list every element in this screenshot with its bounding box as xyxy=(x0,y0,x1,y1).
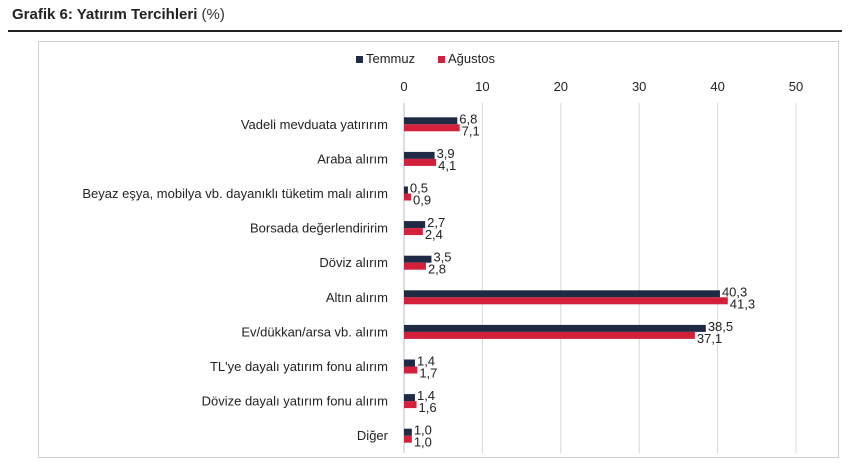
data-label: 1,0 xyxy=(414,423,432,438)
bar-temmuz xyxy=(404,151,435,159)
chart-title: Grafik 6: Yatırım Tercihleri (%) xyxy=(12,6,225,23)
category-label: Döviz alırım xyxy=(319,255,388,270)
bar-ağustos xyxy=(404,401,417,409)
category-label: Altın alırım xyxy=(326,290,388,305)
legend-swatch xyxy=(356,56,363,63)
chart-title-main: Grafik 6: Yatırım Tercihleri xyxy=(12,6,198,23)
bar-ağustos xyxy=(404,262,426,270)
bar-ağustos xyxy=(404,193,412,201)
data-label: 3,9 xyxy=(437,146,455,161)
data-label: 1,4 xyxy=(417,354,435,369)
data-label: 1,0 xyxy=(414,435,432,450)
bar-ağustos xyxy=(404,124,460,132)
bar-temmuz xyxy=(404,394,415,402)
data-label: 0,5 xyxy=(410,181,428,196)
x-tick-label: 20 xyxy=(554,79,568,94)
category-label: TL'ye dayalı yatırım fonu alırım xyxy=(210,359,388,374)
bar-temmuz xyxy=(404,255,432,263)
category-label: Vadeli mevduata yatırırım xyxy=(241,117,388,132)
bar-temmuz xyxy=(404,221,426,229)
data-label: 1,4 xyxy=(417,388,435,403)
data-label: 40,3 xyxy=(722,284,747,299)
bar-temmuz xyxy=(404,117,458,125)
data-label: 4,1 xyxy=(438,158,456,173)
x-tick-label: 50 xyxy=(789,79,803,94)
data-label: 7,1 xyxy=(462,123,480,138)
bar-ağustos xyxy=(404,158,437,166)
data-label: 38,5 xyxy=(708,319,733,334)
data-label: 2,4 xyxy=(425,227,443,242)
data-label: 1,7 xyxy=(419,366,437,381)
data-label: 6,8 xyxy=(459,111,477,126)
bar-temmuz xyxy=(404,290,720,298)
title-rule xyxy=(8,30,842,32)
bar-ağustos xyxy=(404,297,728,305)
x-tick-label: 30 xyxy=(632,79,646,94)
data-label: 2,8 xyxy=(428,262,446,277)
data-label: 2,7 xyxy=(427,215,445,230)
x-tick-label: 10 xyxy=(475,79,489,94)
category-label: Dövize dayalı yatırım fonu alırım xyxy=(202,394,388,409)
legend-swatch xyxy=(438,56,445,63)
category-label: Beyaz eşya, mobilya vb. dayanıklı tüketi… xyxy=(82,186,388,201)
data-label: 41,3 xyxy=(730,296,755,311)
x-tick-label: 0 xyxy=(400,79,407,94)
bar-ağustos xyxy=(404,331,695,339)
bar-temmuz xyxy=(404,186,408,194)
legend-label: Temmuz xyxy=(366,51,415,66)
data-label: 0,9 xyxy=(413,193,431,208)
category-label: Diğer xyxy=(357,428,389,443)
category-label: Araba alırım xyxy=(317,151,388,166)
bar-ağustos xyxy=(404,366,418,374)
chart-title-unit: (%) xyxy=(201,6,225,23)
legend-label: Ağustos xyxy=(448,51,495,66)
bar-temmuz xyxy=(404,324,706,332)
x-tick-label: 40 xyxy=(710,79,724,94)
bar-ağustos xyxy=(404,228,423,236)
data-label: 37,1 xyxy=(697,331,722,346)
data-label: 3,5 xyxy=(433,250,451,265)
bar-temmuz xyxy=(404,359,415,367)
bar-ağustos xyxy=(404,435,412,443)
category-label: Borsada değerlendiririm xyxy=(250,221,388,236)
data-label: 1,6 xyxy=(419,400,437,415)
category-label: Ev/dükkan/arsa vb. alırım xyxy=(241,324,388,339)
chart-frame xyxy=(38,41,839,458)
bar-temmuz xyxy=(404,428,412,436)
